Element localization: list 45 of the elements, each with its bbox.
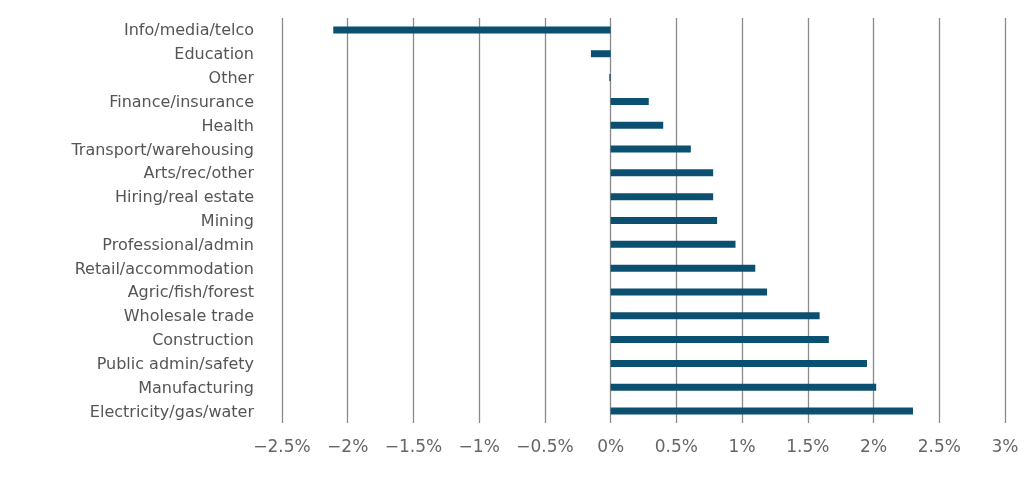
x-tick-label: 1.5% <box>786 435 830 456</box>
y-tick-label: Agric/fish/forest <box>127 282 254 302</box>
y-tick-label: Wholesale trade <box>123 306 254 326</box>
y-tick-label: Info/media/telco <box>123 20 254 40</box>
bar <box>610 288 768 296</box>
bar <box>610 169 714 177</box>
bar <box>590 50 611 58</box>
x-tick-label: −1% <box>458 435 500 456</box>
y-tick-label: Health <box>201 115 254 135</box>
bar <box>610 264 756 272</box>
y-tick-label: Manufacturing <box>138 377 254 397</box>
x-tick-label: 0% <box>597 435 625 456</box>
x-tick-label: −2.5% <box>253 435 311 456</box>
y-tick-label: Transport/warehousing <box>70 139 254 159</box>
x-tick-label: 1% <box>728 435 756 456</box>
x-tick-label: 3% <box>991 435 1019 456</box>
bar <box>610 336 829 344</box>
y-tick-label: Mining <box>200 211 254 230</box>
y-tick-label: Construction <box>152 330 254 350</box>
bar <box>610 145 691 153</box>
bar <box>610 217 718 224</box>
x-tick-label: 2.5% <box>917 435 961 456</box>
bar <box>610 383 877 391</box>
x-tick-label: 2% <box>860 435 888 456</box>
y-tick-label: Hiring/real estate <box>115 187 254 207</box>
bar <box>610 407 913 415</box>
y-tick-label: Finance/insurance <box>109 91 254 111</box>
y-tick-label: Arts/rec/other <box>143 163 255 183</box>
y-tick-label: Education <box>174 44 254 64</box>
x-tick-label: −1.5% <box>384 435 443 456</box>
x-tick-label: −0.5% <box>516 435 574 456</box>
bar <box>610 312 820 320</box>
y-tick-label: Public admin/safety <box>96 353 254 373</box>
x-tick-label: −2% <box>327 435 369 456</box>
bar <box>610 240 736 248</box>
bar <box>333 26 611 34</box>
y-tick-label: Professional/admin <box>102 234 254 254</box>
bar <box>610 193 714 201</box>
x-tick-label: 0.5% <box>654 435 698 456</box>
y-tick-label: Retail/accommodation <box>74 258 254 278</box>
bar <box>610 359 867 367</box>
y-tick-label: Electricity/gas/water <box>89 401 255 421</box>
bar <box>610 121 664 129</box>
bar <box>610 97 649 105</box>
y-tick-label: Other <box>208 68 255 88</box>
